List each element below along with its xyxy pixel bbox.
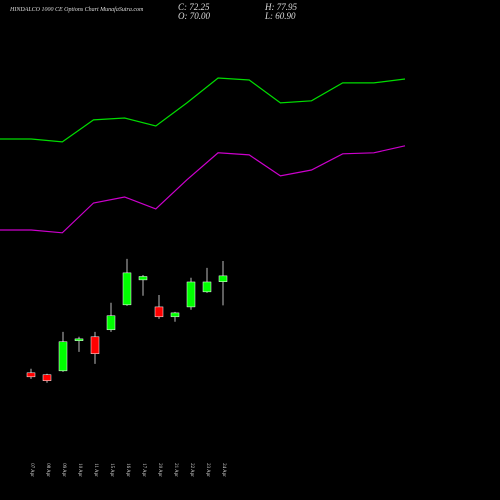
candle-body: [74, 338, 84, 341]
candle-body: [218, 275, 228, 282]
x-tick-label: 17 Apr: [141, 463, 146, 477]
candle-body: [202, 281, 212, 293]
x-tick-label: 15 Apr: [109, 463, 114, 477]
candle-body: [26, 372, 36, 378]
x-tick-label: 20 Apr: [157, 463, 162, 477]
x-tick-label: 07 Apr: [29, 463, 34, 477]
candle-body: [58, 341, 68, 372]
x-tick-label: 09 Apr: [61, 463, 66, 477]
x-tick-label: 11 Apr: [93, 463, 98, 477]
x-tick-label: 23 Apr: [205, 463, 210, 477]
open-label: O: 70.00: [178, 11, 210, 21]
candle-body: [138, 276, 148, 281]
x-tick-label: 10 Apr: [77, 463, 82, 477]
high-label: H: 77.95: [264, 2, 297, 12]
indicator-line: [0, 77, 406, 143]
candle-body: [90, 336, 100, 354]
low-label: L: 60.90: [264, 11, 296, 21]
candle-body: [170, 312, 180, 318]
candle-body: [186, 281, 196, 308]
candle-body: [154, 306, 164, 318]
close-label: C: 72.25: [178, 2, 210, 12]
candle-body: [122, 272, 132, 306]
indicator-line: [0, 145, 406, 234]
chart-title: HINDALCO 1000 CE Options Chart MunafaSut…: [9, 6, 144, 13]
candle-body: [42, 374, 52, 381]
x-tick-label: 22 Apr: [189, 463, 194, 477]
x-tick-label: 21 Apr: [173, 463, 178, 477]
x-tick-label: 08 Apr: [45, 463, 50, 477]
candle-body: [106, 315, 116, 331]
x-tick-label: 24 Apr: [221, 463, 226, 477]
x-tick-label: 16 Apr: [125, 463, 130, 477]
